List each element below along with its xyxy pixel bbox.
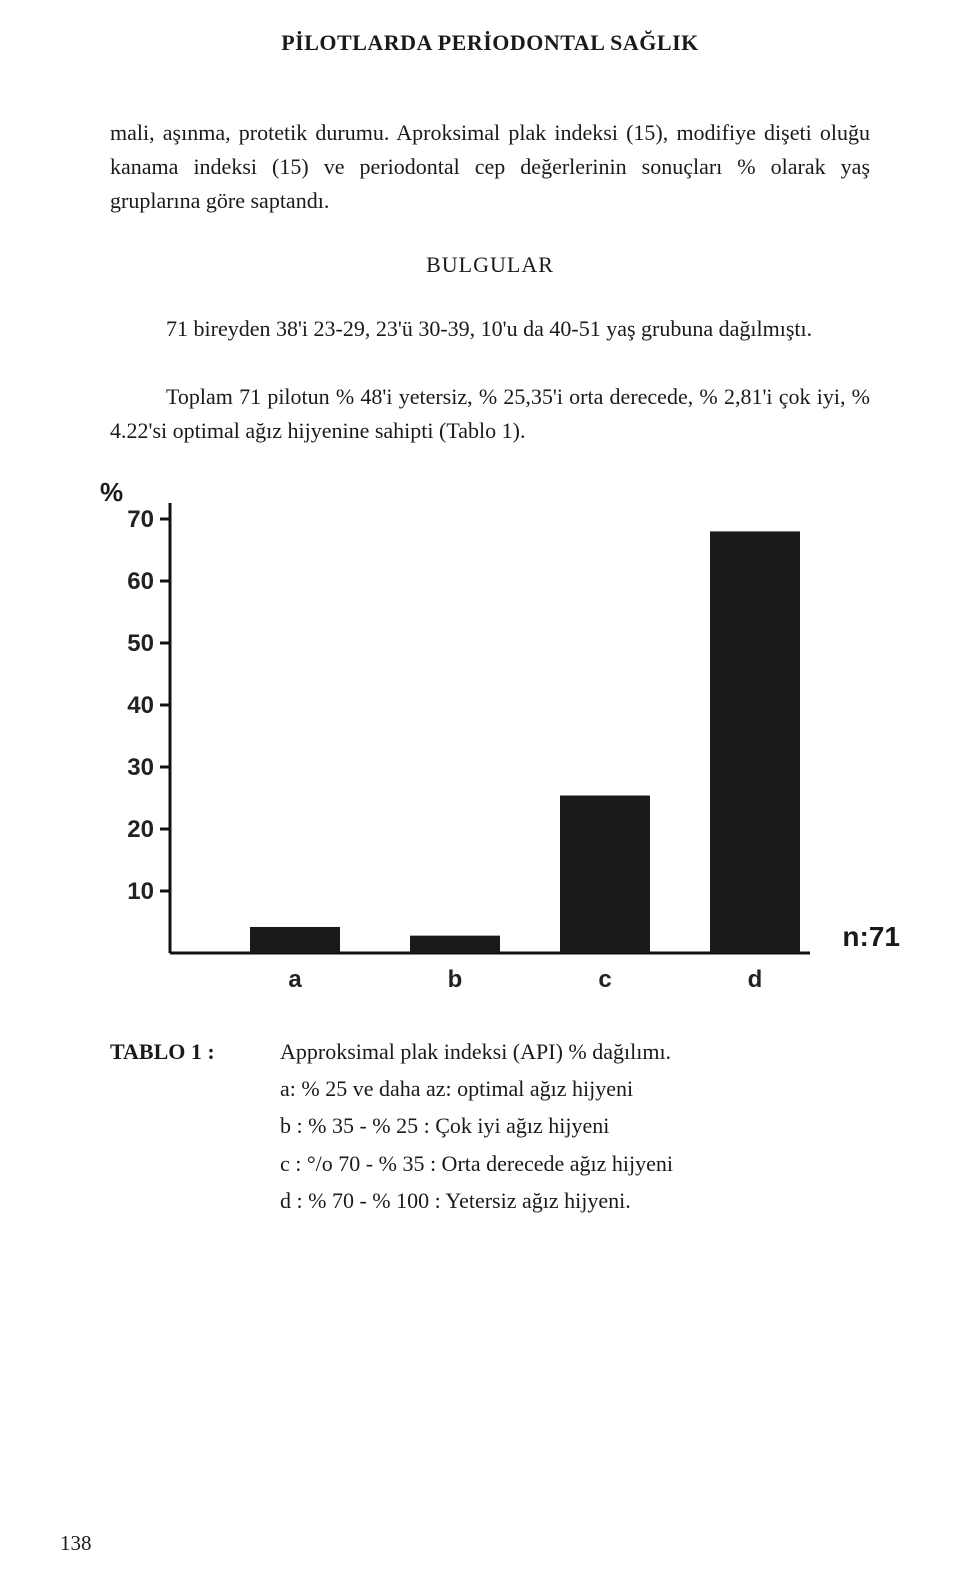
api-bar-chart: % 10203040506070 abcd n:71 — [110, 483, 830, 1003]
x-category-label: b — [448, 966, 463, 993]
y-tick-label: 40 — [127, 692, 154, 719]
y-ticks-group: 10 20 30 40 50 60 70 — [127, 506, 170, 905]
table-caption: TABLO 1 : Approksimal plak indeksi (API)… — [110, 1033, 870, 1220]
caption-key: TABLO 1 : — [110, 1033, 280, 1070]
x-category-label: a — [288, 966, 302, 993]
x-labels-group: a b c d — [288, 966, 762, 993]
y-tick-label: 20 — [127, 816, 154, 843]
caption-line-b: b : % 35 - % 25 : Çok iyi ağız hijyeni — [280, 1107, 870, 1144]
page-root: PİLOTLARDA PERİODONTAL SAĞLIK mali, aşın… — [0, 0, 960, 1580]
caption-line-c: c : °/o 70 - % 35 : Orta derecede ağız h… — [280, 1145, 870, 1182]
bar-c — [560, 795, 650, 952]
caption-line-a: a: % 25 ve daha az: optimal ağız hijyeni — [280, 1070, 870, 1107]
bars-group — [250, 531, 800, 953]
bar-b — [410, 935, 500, 952]
x-category-label: d — [748, 966, 763, 993]
y-tick-label: 60 — [127, 568, 154, 595]
bar-a — [250, 927, 340, 953]
paragraph-2: 71 bireyden 38'i 23-29, 23'ü 30-39, 10'u… — [110, 312, 870, 346]
y-tick-label: 30 — [127, 754, 154, 781]
paragraph-3: Toplam 71 pilotun % 48'i yetersiz, % 25,… — [110, 380, 870, 448]
y-tick-label: 10 — [127, 878, 154, 905]
x-category-label: c — [598, 966, 611, 993]
section-heading-bulgular: BULGULAR — [110, 252, 870, 278]
chart-svg: 10 20 30 40 50 60 70 a b c d — [110, 483, 830, 1003]
page-title: PİLOTLARDA PERİODONTAL SAĞLIK — [110, 30, 870, 56]
sample-size-label: n:71 — [842, 921, 900, 953]
page-number: 138 — [60, 1531, 92, 1556]
bar-d — [710, 531, 800, 953]
caption-title-row: TABLO 1 : Approksimal plak indeksi (API)… — [110, 1033, 870, 1070]
y-tick-label: 70 — [127, 506, 154, 533]
caption-line-d: d : % 70 - % 100 : Yetersiz ağız hijyeni… — [280, 1182, 870, 1219]
y-tick-label: 50 — [127, 630, 154, 657]
paragraph-1: mali, aşınma, protetik durumu. Aproksima… — [110, 116, 870, 218]
caption-title: Approksimal plak indeksi (API) % dağılım… — [280, 1033, 870, 1070]
